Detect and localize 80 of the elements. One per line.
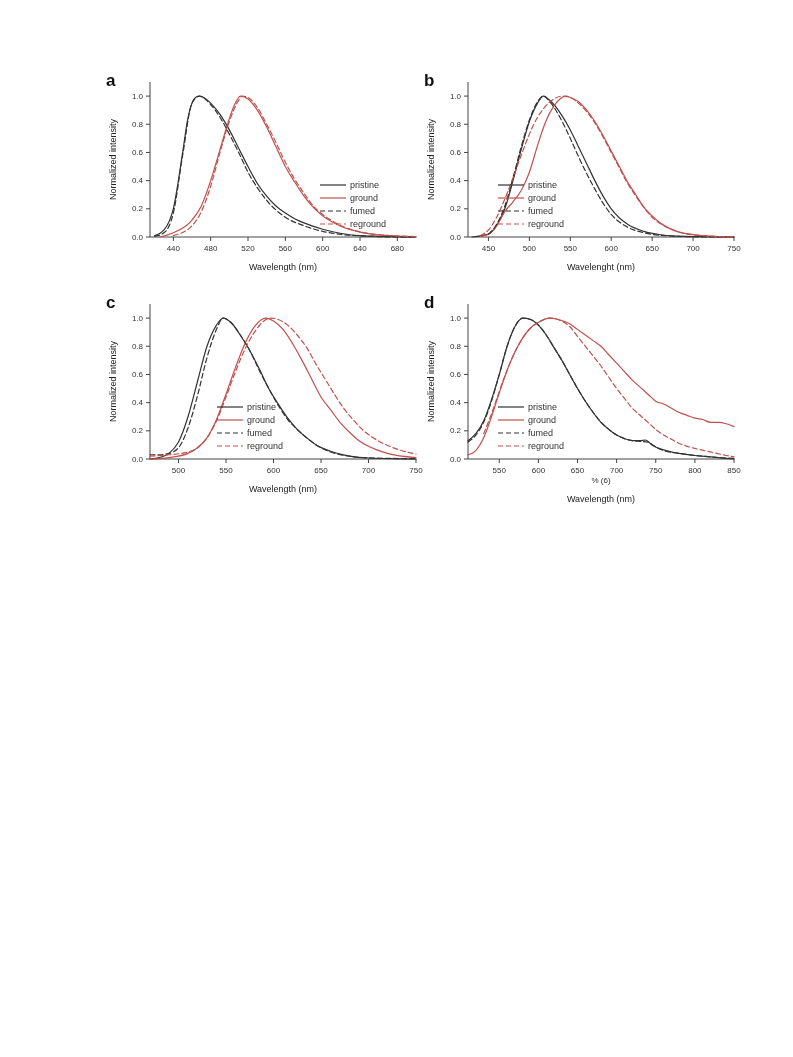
y-tick-label: 0.0	[449, 454, 462, 464]
y-tick-label: 0.4	[131, 176, 144, 186]
x-tick-label: 560	[278, 244, 293, 253]
x-axis-title: Wavelength (nm)	[248, 484, 318, 494]
x-tick-label: 750	[727, 244, 742, 253]
y-tick-label: 1.0	[131, 91, 144, 101]
x-tick-label: 640	[353, 244, 368, 253]
legend-label: pristine	[350, 179, 380, 190]
chart-title: a	[106, 71, 116, 90]
y-axis-title: Normalized intensity	[426, 340, 436, 423]
legend-label: reground	[528, 218, 565, 229]
x-tick-label: 650	[645, 244, 660, 253]
x-tick-label: 700	[686, 244, 701, 253]
y-tick-label: 0.6	[131, 148, 144, 158]
y-tick-label: 0.4	[131, 398, 144, 408]
y-tick-label: 0.6	[449, 370, 462, 380]
x-tick-label: 750	[409, 466, 424, 475]
legend-label: reground	[247, 440, 284, 451]
y-tick-label: 0.6	[131, 370, 144, 380]
y-tick-label: 1.0	[449, 91, 462, 101]
legend-label: reground	[350, 218, 387, 229]
chart-title: c	[106, 293, 116, 312]
x-tick-label: 440	[166, 244, 181, 253]
chart-title: d	[424, 293, 435, 312]
x-tick-label: 680	[390, 244, 405, 253]
x-tick-label: 550	[492, 466, 507, 475]
x-tick-label: 650	[314, 466, 329, 475]
chart-title: b	[424, 71, 435, 90]
legend-label: fumed	[528, 205, 554, 216]
y-tick-label: 0.8	[449, 119, 462, 129]
x-tick-label: 800	[688, 466, 703, 475]
legend-label: pristine	[528, 401, 558, 412]
x-tick-label: 500	[171, 466, 186, 475]
y-tick-label: 0.2	[131, 204, 144, 214]
x-tick-label: 600	[531, 466, 546, 475]
legend-label: ground	[350, 192, 379, 203]
x-axis-title: Wavelength (nm)	[566, 494, 636, 504]
y-tick-label: 0.8	[449, 341, 462, 351]
legend-label: fumed	[528, 427, 554, 438]
x-tick-label: 650	[570, 466, 585, 475]
x-axis-title: Wavelenght (nm)	[566, 262, 636, 272]
legend-label: ground	[528, 414, 557, 425]
y-tick-label: 0.2	[131, 426, 144, 436]
y-tick-label: 1.0	[449, 313, 462, 323]
y-axis-title: Normalized intensity	[108, 340, 118, 423]
y-tick-label: 0.2	[449, 426, 462, 436]
x-tick-label: 450	[481, 244, 496, 253]
legend-label: pristine	[247, 401, 277, 412]
x-tick-label: 700	[361, 466, 376, 475]
x-tick-label: 550	[563, 244, 578, 253]
text: % (6)	[591, 476, 611, 485]
y-tick-label: 0.4	[449, 398, 462, 408]
y-tick-label: 0.0	[449, 232, 462, 242]
y-tick-label: 0.8	[131, 119, 144, 129]
x-tick-label: 600	[604, 244, 619, 253]
legend-label: pristine	[528, 179, 558, 190]
y-tick-label: 1.0	[131, 313, 144, 323]
y-tick-label: 0.2	[449, 204, 462, 214]
legend-label: fumed	[247, 427, 273, 438]
x-axis-title: Wavelength (nm)	[248, 262, 318, 272]
x-tick-label: 480	[203, 244, 218, 253]
y-tick-label: 0.8	[131, 341, 144, 351]
legend-label: fumed	[350, 205, 376, 216]
x-tick-label: 600	[315, 244, 330, 253]
legend-label: ground	[528, 192, 557, 203]
x-tick-label: 500	[522, 244, 537, 253]
y-axis-title: Normalized intensity	[108, 118, 118, 201]
x-tick-label: 600	[266, 466, 281, 475]
y-tick-label: 0.6	[449, 148, 462, 158]
legend-label: reground	[528, 440, 565, 451]
legend-label: ground	[247, 414, 276, 425]
y-tick-label: 0.0	[131, 232, 144, 242]
x-tick-label: 850	[727, 466, 742, 475]
y-axis-title: Normalized intensity	[426, 118, 436, 201]
x-tick-label: 520	[241, 244, 256, 253]
x-tick-label: 550	[219, 466, 234, 475]
y-tick-label: 0.4	[449, 176, 462, 186]
x-tick-label: 700	[609, 466, 624, 475]
y-tick-label: 0.0	[131, 454, 144, 464]
x-tick-label: 750	[649, 466, 663, 475]
